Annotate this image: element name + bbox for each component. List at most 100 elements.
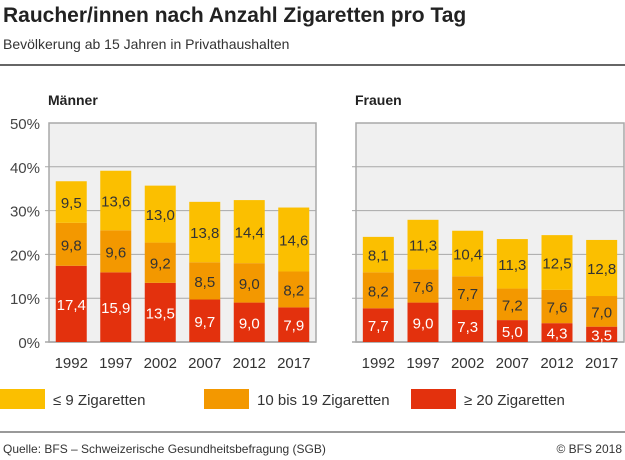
bar-segment-2017-2 [586, 239, 618, 297]
y-tick-label: 0% [18, 335, 40, 352]
bar-segment-1997-1 [100, 230, 132, 273]
bar-segment-2012-0 [541, 323, 573, 342]
data-label: 3,5 [591, 327, 612, 344]
data-label: 9,6 [105, 244, 126, 261]
data-label: 14,4 [235, 225, 264, 242]
bar-segment-1997-2 [100, 170, 132, 231]
bar-segment-1997-0 [407, 302, 439, 342]
x-tick-label: 2007 [496, 355, 529, 372]
legend-swatch [411, 389, 456, 409]
x-tick-label: 1992 [362, 355, 395, 372]
data-label: 9,0 [239, 315, 260, 332]
x-tick-label: 1997 [99, 355, 132, 372]
chart-title: Raucher/innen nach Anzahl Zigaretten pro… [3, 4, 467, 27]
copyright: © BFS 2018 [556, 442, 622, 456]
data-label: 13,0 [146, 207, 175, 224]
data-label: 7,3 [457, 319, 478, 336]
data-label: 8,2 [283, 282, 304, 299]
x-tick-label: 2002 [144, 355, 177, 372]
source-note: Quelle: BFS – Schweizerische Gesundheits… [3, 442, 326, 456]
data-label: 5,0 [502, 324, 523, 341]
legend-label: 10 bis 19 Zigaretten [257, 392, 390, 409]
bar-segment-2012-1 [541, 289, 573, 324]
data-label: 7,7 [457, 286, 478, 303]
x-tick-label: 1997 [406, 355, 439, 372]
data-label: 7,9 [283, 318, 304, 335]
data-label: 13,6 [101, 194, 130, 211]
bar-segment-2002-2 [144, 185, 176, 243]
data-label: 4,3 [547, 326, 568, 343]
x-tick-label: 1992 [55, 355, 88, 372]
data-label: 7,6 [413, 279, 434, 296]
bar-segment-1992-0 [55, 265, 87, 342]
data-label: 9,8 [61, 237, 82, 254]
x-tick-label: 2012 [540, 355, 573, 372]
y-tick-label: 40% [10, 160, 40, 177]
bar-segment-1997-1 [407, 269, 439, 303]
data-label: 9,0 [413, 315, 434, 332]
plot-area [48, 122, 317, 343]
bar-segment-1997-2 [407, 219, 439, 270]
data-label: 12,8 [587, 261, 616, 278]
bar-segment-2007-0 [189, 299, 221, 342]
bar-segment-1992-1 [55, 222, 87, 266]
bar-segment-1992-0 [362, 308, 394, 342]
data-label: 7,6 [547, 300, 568, 317]
x-tick-label: 2007 [188, 355, 221, 372]
bar-segment-2002-0 [452, 310, 484, 342]
bar-segment-2007-2 [496, 239, 528, 289]
data-label: 11,3 [409, 238, 437, 255]
data-label: 8,2 [368, 283, 389, 300]
data-label: 10,4 [453, 247, 482, 264]
bar-segment-2017-2 [278, 207, 310, 272]
y-tick-label: 30% [10, 204, 40, 221]
data-label: 15,9 [101, 300, 130, 317]
x-tick-label: 2017 [277, 355, 310, 372]
data-label: 7,0 [591, 304, 612, 321]
bar-segment-2017-0 [278, 307, 310, 342]
legend-label: ≥ 20 Zigaretten [464, 392, 565, 409]
data-label: 7,7 [368, 318, 389, 335]
data-label: 17,4 [57, 297, 86, 314]
y-tick-label: 20% [10, 247, 40, 264]
x-tick-label: 2017 [585, 355, 618, 372]
x-tick-label: 2002 [451, 355, 484, 372]
panel-title-frauen: Frauen [355, 92, 402, 108]
data-label: 13,8 [190, 225, 219, 242]
data-label: 7,2 [502, 297, 523, 314]
legend-label: ≤ 9 Zigaretten [53, 392, 145, 409]
bar-segment-2007-1 [189, 262, 221, 300]
data-label: 14,6 [279, 233, 308, 250]
y-tick-label: 50% [10, 116, 40, 133]
x-tick-label: 2012 [233, 355, 266, 372]
bar-segment-2002-2 [452, 230, 484, 277]
data-label: 9,7 [194, 314, 215, 331]
data-label: 12,5 [542, 256, 571, 273]
y-tick-label: 10% [10, 291, 40, 308]
bar-segment-1992-1 [362, 272, 394, 309]
data-label: 9,5 [61, 195, 82, 212]
bar-segment-2012-2 [541, 235, 573, 290]
bar-segment-2007-0 [496, 320, 528, 342]
bar-segment-1992-2 [362, 236, 394, 273]
plot-area [355, 122, 625, 343]
bar-segment-2002-0 [144, 282, 176, 342]
panel-title-männer: Männer [48, 92, 98, 108]
bar-segment-2012-0 [233, 302, 265, 342]
data-label: 9,0 [239, 276, 260, 293]
bar-segment-1992-2 [55, 181, 87, 223]
chart-subtitle: Bevölkerung ab 15 Jahren in Privathausha… [3, 36, 290, 52]
bar-segment-2007-2 [189, 201, 221, 263]
legend-swatch [204, 389, 249, 409]
bar-segment-2002-1 [452, 276, 484, 311]
bar-segment-2012-2 [233, 200, 265, 264]
data-label: 9,2 [150, 256, 171, 273]
bar-segment-2012-1 [233, 263, 265, 303]
bar-segment-2017-1 [586, 296, 618, 327]
data-label: 8,1 [368, 248, 389, 265]
legend-swatch [0, 389, 45, 409]
bar-segment-2017-1 [278, 271, 310, 308]
data-label: 11,3 [498, 257, 526, 274]
